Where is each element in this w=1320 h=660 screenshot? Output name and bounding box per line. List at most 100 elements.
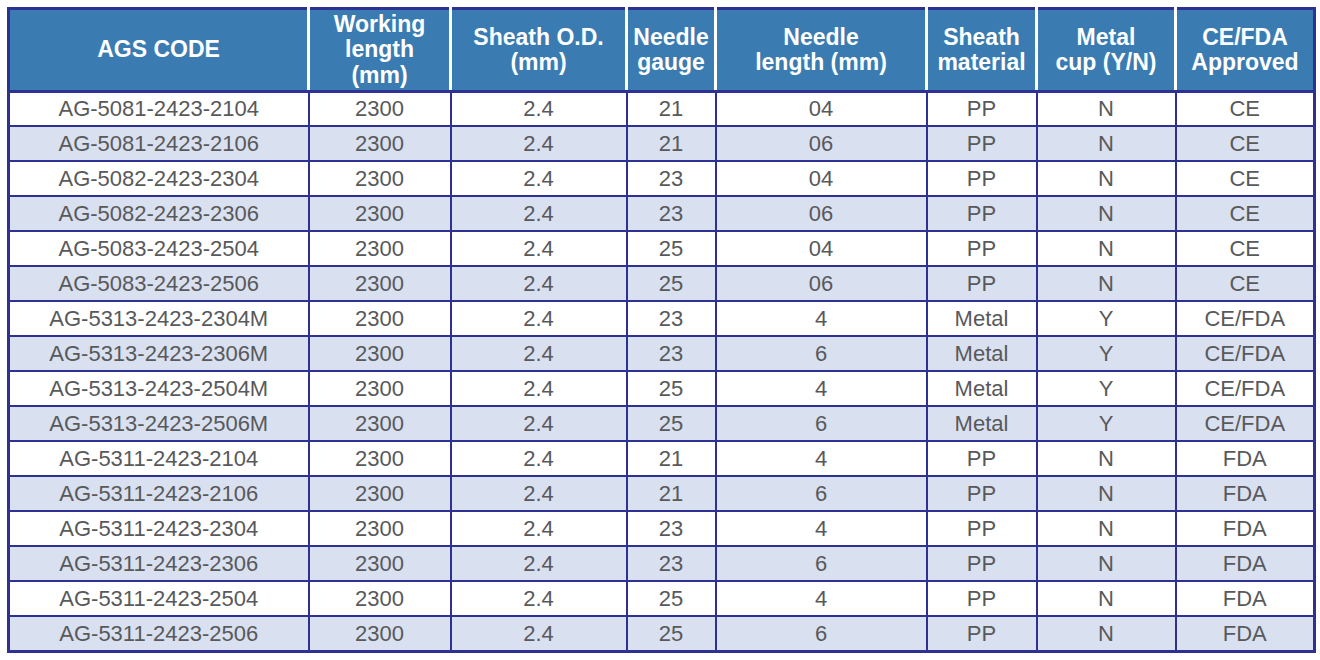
needle-gauge-cell: 21	[627, 91, 716, 126]
metal-cup-cell: N	[1037, 266, 1176, 301]
sheath-material-cell: PP	[927, 91, 1037, 126]
sheath-od-cell: 2.4	[451, 301, 627, 336]
working-length-cell: 2300	[309, 371, 451, 406]
ce-fda-approved-cell: FDA	[1176, 616, 1315, 651]
metal-cup-cell: N	[1037, 161, 1176, 196]
col-header-working-length: Working length (mm)	[309, 9, 451, 92]
metal-cup-cell: N	[1037, 546, 1176, 581]
table-row: AG-5311-2423-230623002.4236PPNFDA	[9, 546, 1315, 581]
ags-code-cell: AG-5082-2423-2304	[9, 161, 309, 196]
needle-length-cell: 4	[716, 581, 927, 616]
col-header-needle-length: Needle length (mm)	[716, 9, 927, 92]
sheath-material-cell: PP	[927, 266, 1037, 301]
ags-code-cell: AG-5083-2423-2506	[9, 266, 309, 301]
ce-fda-approved-cell: CE/FDA	[1176, 406, 1315, 441]
ags-code-cell: AG-5313-2423-2306M	[9, 336, 309, 371]
ags-code-cell: AG-5311-2423-2506	[9, 616, 309, 651]
ags-code-cell: AG-5311-2423-2104	[9, 441, 309, 476]
table-row: AG-5082-2423-230423002.42304PPNCE	[9, 161, 1315, 196]
ags-code-cell: AG-5311-2423-2306	[9, 546, 309, 581]
needle-length-cell: 6	[716, 546, 927, 581]
ce-fda-approved-cell: CE/FDA	[1176, 336, 1315, 371]
ce-fda-approved-cell: CE	[1176, 196, 1315, 231]
needle-gauge-cell: 25	[627, 581, 716, 616]
needle-gauge-cell: 21	[627, 476, 716, 511]
working-length-cell: 2300	[309, 581, 451, 616]
working-length-cell: 2300	[309, 301, 451, 336]
needle-length-cell: 6	[716, 406, 927, 441]
sheath-material-cell: PP	[927, 161, 1037, 196]
needle-length-cell: 06	[716, 196, 927, 231]
working-length-cell: 2300	[309, 476, 451, 511]
metal-cup-cell: N	[1037, 196, 1176, 231]
ags-code-cell: AG-5313-2423-2304M	[9, 301, 309, 336]
sheath-od-cell: 2.4	[451, 511, 627, 546]
needle-length-cell: 04	[716, 161, 927, 196]
needle-length-cell: 4	[716, 301, 927, 336]
product-spec-table: AGS CODEWorking length (mm)Sheath O.D. (…	[7, 7, 1316, 653]
working-length-cell: 2300	[309, 546, 451, 581]
needle-length-cell: 06	[716, 266, 927, 301]
ce-fda-approved-cell: CE	[1176, 231, 1315, 266]
table-row: AG-5081-2423-210423002.42104PPNCE	[9, 91, 1315, 126]
metal-cup-cell: N	[1037, 126, 1176, 161]
table-row: AG-5313-2423-2306M23002.4236MetalYCE/FDA	[9, 336, 1315, 371]
table-row: AG-5083-2423-250623002.42506PPNCE	[9, 266, 1315, 301]
ags-code-cell: AG-5081-2423-2104	[9, 91, 309, 126]
working-length-cell: 2300	[309, 161, 451, 196]
working-length-cell: 2300	[309, 196, 451, 231]
col-header-ce-fda-approved: CE/FDA Approved	[1176, 9, 1315, 92]
sheath-material-cell: PP	[927, 441, 1037, 476]
table-row: AG-5311-2423-230423002.4234PPNFDA	[9, 511, 1315, 546]
table-row: AG-5082-2423-230623002.42306PPNCE	[9, 196, 1315, 231]
table-body: AG-5081-2423-210423002.42104PPNCEAG-5081…	[9, 91, 1315, 651]
sheath-od-cell: 2.4	[451, 616, 627, 651]
sheath-material-cell: PP	[927, 511, 1037, 546]
metal-cup-cell: N	[1037, 511, 1176, 546]
sheath-od-cell: 2.4	[451, 581, 627, 616]
ce-fda-approved-cell: CE	[1176, 91, 1315, 126]
metal-cup-cell: N	[1037, 581, 1176, 616]
table-row: AG-5311-2423-210423002.4214PPNFDA	[9, 441, 1315, 476]
needle-gauge-cell: 25	[627, 616, 716, 651]
ce-fda-approved-cell: FDA	[1176, 546, 1315, 581]
needle-length-cell: 6	[716, 476, 927, 511]
needle-length-cell: 06	[716, 126, 927, 161]
needle-gauge-cell: 23	[627, 336, 716, 371]
metal-cup-cell: N	[1037, 91, 1176, 126]
working-length-cell: 2300	[309, 91, 451, 126]
working-length-cell: 2300	[309, 231, 451, 266]
ags-code-cell: AG-5083-2423-2504	[9, 231, 309, 266]
ce-fda-approved-cell: CE	[1176, 161, 1315, 196]
table-row: AG-5311-2423-210623002.4216PPNFDA	[9, 476, 1315, 511]
needle-gauge-cell: 25	[627, 231, 716, 266]
ags-code-cell: AG-5313-2423-2506M	[9, 406, 309, 441]
working-length-cell: 2300	[309, 336, 451, 371]
header-row: AGS CODEWorking length (mm)Sheath O.D. (…	[9, 9, 1315, 92]
needle-gauge-cell: 21	[627, 126, 716, 161]
sheath-material-cell: PP	[927, 581, 1037, 616]
needle-length-cell: 6	[716, 616, 927, 651]
needle-gauge-cell: 25	[627, 406, 716, 441]
ags-code-cell: AG-5082-2423-2306	[9, 196, 309, 231]
needle-gauge-cell: 23	[627, 196, 716, 231]
sheath-material-cell: Metal	[927, 336, 1037, 371]
sheath-od-cell: 2.4	[451, 371, 627, 406]
sheath-material-cell: PP	[927, 231, 1037, 266]
sheath-material-cell: PP	[927, 616, 1037, 651]
metal-cup-cell: N	[1037, 476, 1176, 511]
ce-fda-approved-cell: CE	[1176, 126, 1315, 161]
needle-gauge-cell: 21	[627, 441, 716, 476]
ags-code-cell: AG-5081-2423-2106	[9, 126, 309, 161]
sheath-od-cell: 2.4	[451, 231, 627, 266]
ce-fda-approved-cell: FDA	[1176, 476, 1315, 511]
working-length-cell: 2300	[309, 266, 451, 301]
ags-code-cell: AG-5313-2423-2504M	[9, 371, 309, 406]
sheath-od-cell: 2.4	[451, 476, 627, 511]
col-header-sheath-material: Sheath material	[927, 9, 1037, 92]
ce-fda-approved-cell: CE	[1176, 266, 1315, 301]
col-header-sheath-od: Sheath O.D. (mm)	[451, 9, 627, 92]
metal-cup-cell: Y	[1037, 301, 1176, 336]
sheath-material-cell: PP	[927, 546, 1037, 581]
needle-length-cell: 4	[716, 511, 927, 546]
